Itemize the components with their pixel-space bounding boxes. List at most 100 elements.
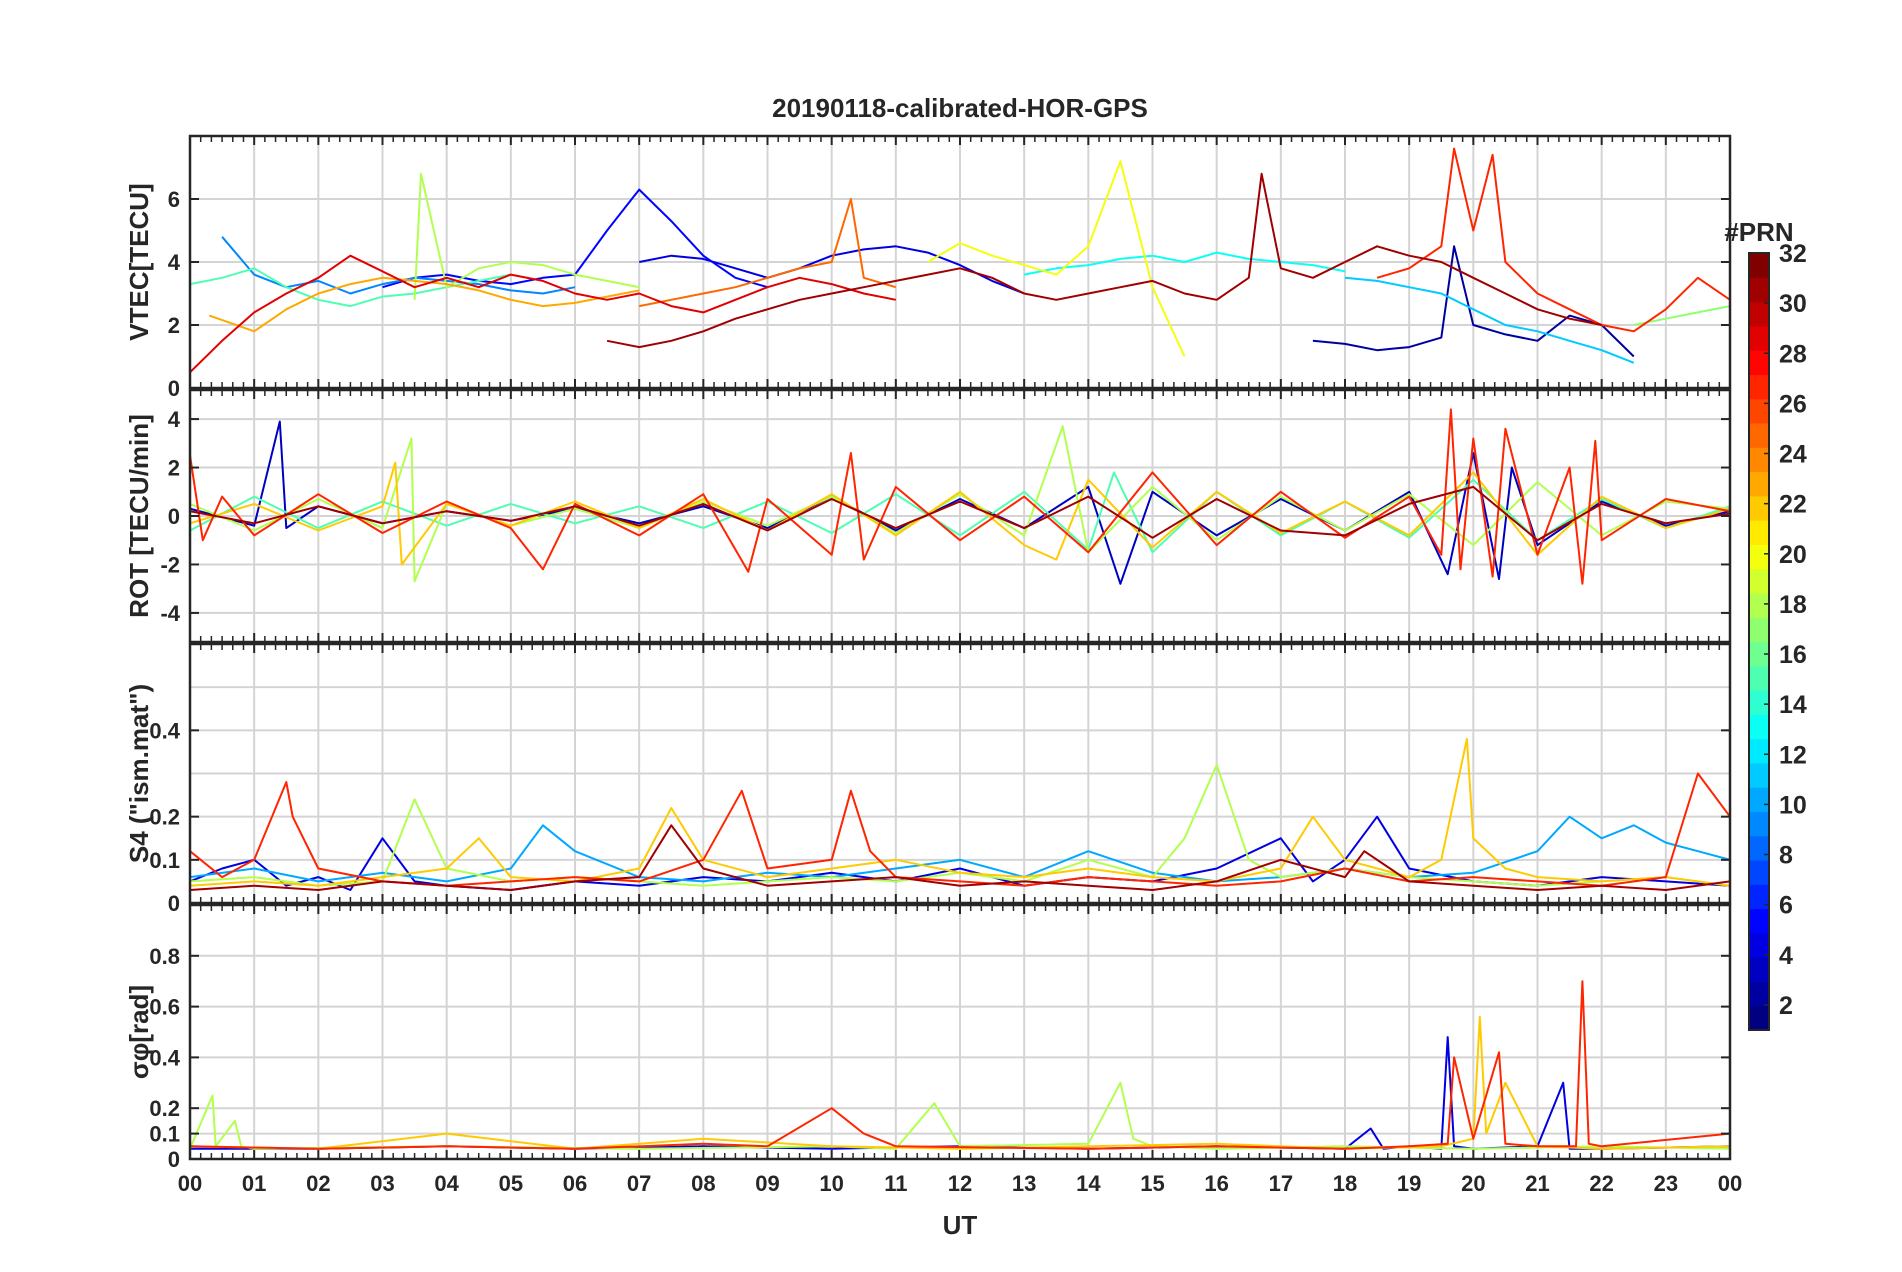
y-tick-label: 0.4: [149, 718, 180, 743]
colorbar-tick-label: 16: [1779, 641, 1807, 669]
series-line-prn-29: [190, 254, 896, 374]
y-tick-label: -4: [160, 601, 180, 626]
x-tick-label: 22: [1589, 1171, 1613, 1196]
series-line-prn-20: [927, 160, 1186, 357]
x-tick-label: 08: [691, 1171, 715, 1196]
y-axis-label: VTEC[TECU]: [124, 183, 154, 340]
y-tick-label: 0.6: [149, 995, 180, 1020]
y-tick-label: 2: [168, 456, 180, 481]
colorbar-tick-label: 32: [1779, 240, 1807, 268]
colorbar-tick-label: 26: [1779, 390, 1807, 418]
y-tick-label: -2: [160, 552, 180, 577]
colorbar-segment: [1749, 617, 1769, 643]
colorbar-segment: [1749, 690, 1769, 715]
axes-frame: [188, 388, 1732, 644]
colorbar-segment: [1749, 665, 1769, 691]
axes-frame: [188, 134, 1732, 390]
panel-vtec: 0 2 4 6 VTEC[TECU]: [124, 134, 1732, 401]
x-tick-label: 03: [370, 1171, 394, 1196]
y-tick-label: 0.2: [149, 1096, 180, 1121]
colorbar-tick-label: 24: [1779, 441, 1807, 469]
axes-frame: [188, 903, 1732, 1161]
colorbar-segment: [1749, 714, 1769, 740]
colorbar-segment: [1749, 641, 1769, 667]
colorbar-segment: [1749, 277, 1769, 303]
colorbar-segment: [1749, 981, 1769, 1007]
colorbar-segment: [1749, 544, 1769, 570]
x-tick-label: 14: [1076, 1171, 1101, 1196]
x-tick-label: 12: [948, 1171, 972, 1196]
colorbar-segment: [1749, 301, 1769, 327]
x-tick-label: 00: [1718, 1171, 1742, 1196]
y-axis-label: σφ[rad]: [124, 985, 154, 1079]
colorbar-tick-label: 6: [1779, 892, 1793, 920]
colorbar-tick-label: 30: [1779, 290, 1807, 318]
series-line-prn-4: [639, 245, 1025, 295]
colorbar-segment: [1749, 908, 1769, 934]
x-tick-label: 19: [1397, 1171, 1421, 1196]
x-tick-label: 06: [563, 1171, 587, 1196]
y-tick-label: 0: [168, 504, 180, 529]
x-tick-label: 15: [1140, 1171, 1164, 1196]
colorbar-segment: [1749, 350, 1769, 376]
series-line-prn-31: [190, 485, 1730, 542]
x-tick-labels: 00 01 02 03 04 05 06 07 08 09 10 11 12 13 14 15 16 17 18 19…: [178, 1171, 1742, 1196]
series-line-prn-27: [190, 408, 1730, 585]
panel-s4: 0 0.1 0.2 0.4S4 ("ism.mat"): [124, 642, 1732, 916]
series-line-prn-27: [1376, 147, 1730, 333]
x-tick-label: 09: [755, 1171, 779, 1196]
series-line-prn-27: [190, 980, 1730, 1150]
colorbar-segment: [1749, 1005, 1769, 1031]
colorbar-frame: [1748, 252, 1770, 1031]
y-tick-label: 0.8: [149, 944, 180, 969]
colorbar-tick-label: 18: [1779, 591, 1807, 619]
x-tick-label: 16: [1204, 1171, 1228, 1196]
colorbar-segment: [1749, 884, 1769, 910]
y-tick-label: 0.4: [149, 1045, 180, 1070]
colorbar-segment: [1749, 932, 1769, 958]
colorbar-tick-label: 4: [1779, 942, 1793, 970]
series-line-prn-2: [1312, 245, 1635, 358]
x-tick-label: 01: [242, 1171, 266, 1196]
colorbar-tick-label: 8: [1779, 842, 1793, 870]
colorbar-tick-label: 12: [1779, 741, 1807, 769]
series-line-prn-15: [190, 267, 511, 308]
colorbar-segment: [1749, 762, 1769, 788]
colorbar-segment: [1749, 811, 1769, 837]
x-tick-label: 18: [1333, 1171, 1357, 1196]
series-line-prn-18: [413, 172, 640, 300]
series-line-prn-25: [639, 198, 897, 308]
colorbar-tick-label: 14: [1779, 691, 1807, 719]
colorbar-segment: [1749, 495, 1769, 521]
series-group: [190, 980, 1730, 1150]
series-line-prn-31: [190, 824, 1730, 891]
colorbar-tick-label: 20: [1779, 541, 1807, 569]
y-tick-label: 0: [168, 1147, 180, 1172]
y-tick-label: 0: [168, 891, 180, 916]
series-line-prn-4: [190, 1036, 1730, 1150]
y-tick-label: 0.1: [149, 848, 180, 873]
colorbar-segment: [1749, 422, 1769, 448]
colorbar-segment: [1749, 738, 1769, 764]
colorbar-segment: [1749, 592, 1769, 618]
x-tick-label: 05: [499, 1171, 523, 1196]
series-group: [190, 408, 1730, 585]
colorbar-segment: [1749, 787, 1769, 813]
colorbar-segment: [1749, 398, 1769, 424]
panel-rot: -4 -2 0 2 4 ROT [TECU/min]: [124, 388, 1732, 644]
colorbar-segment: [1749, 860, 1769, 885]
series-line-prn-22: [190, 738, 1730, 887]
y-tick-label: 4: [168, 250, 181, 275]
x-tick-label: 23: [1654, 1171, 1678, 1196]
colorbar-segment: [1749, 325, 1769, 351]
axes-frame: [188, 642, 1732, 905]
x-tick-label: 11: [884, 1171, 907, 1196]
panel-sigmaphi: 00.10.2 0.4 0.6 0.8 σφ[rad]: [124, 903, 1732, 1172]
x-tick-label: 04: [434, 1171, 459, 1196]
colorbar-segment: [1749, 568, 1769, 594]
x-tick-label: 21: [1525, 1171, 1549, 1196]
colorbar-segment: [1749, 835, 1769, 861]
x-tick-label: 02: [306, 1171, 330, 1196]
colorbar-segment: [1749, 374, 1769, 400]
